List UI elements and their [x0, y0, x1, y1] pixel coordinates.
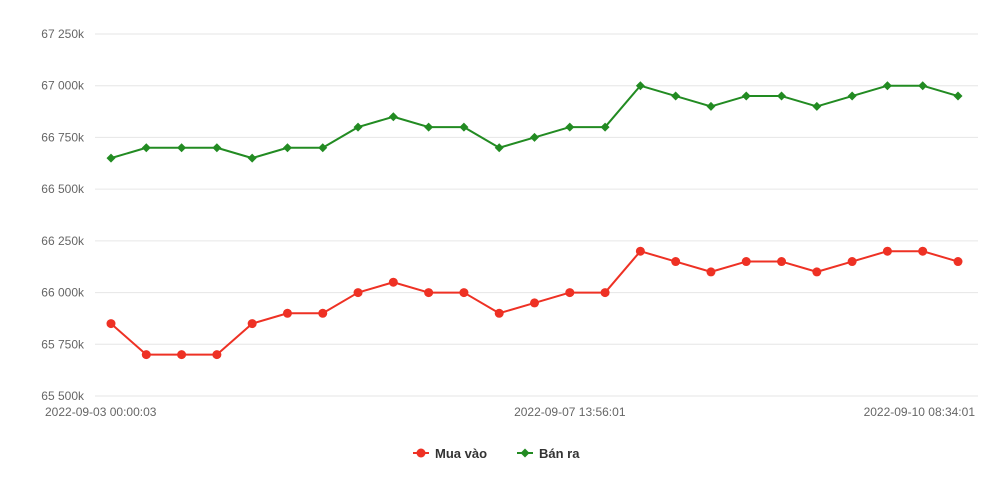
x-tick-label: 2022-09-07 13:56:01 — [514, 405, 626, 419]
data-point[interactable] — [459, 122, 469, 132]
grid-lines — [95, 33, 978, 397]
data-point[interactable] — [741, 91, 751, 101]
data-point[interactable] — [212, 143, 222, 153]
legend-label: Mua vào — [435, 446, 487, 461]
y-tick-label: 66 000k — [41, 286, 85, 300]
data-point[interactable] — [282, 308, 292, 318]
x-axis-labels: 2022-09-03 00:00:03 2022-09-07 13:56:01 20… — [45, 405, 975, 419]
data-point[interactable] — [812, 267, 822, 277]
data-point[interactable] — [353, 122, 363, 132]
data-point[interactable] — [671, 91, 681, 101]
legend-item-mua-vao[interactable]: Mua vào — [413, 446, 487, 461]
data-point[interactable] — [635, 81, 645, 91]
data-point[interactable] — [741, 257, 751, 267]
data-point[interactable] — [600, 288, 610, 298]
series-layer — [106, 81, 963, 360]
data-point[interactable] — [494, 308, 504, 318]
data-point[interactable] — [777, 91, 787, 101]
data-point[interactable] — [812, 101, 822, 111]
series-line — [110, 84, 959, 160]
data-point[interactable] — [424, 122, 434, 132]
data-point[interactable] — [918, 246, 928, 256]
y-tick-label: 67 000k — [41, 79, 85, 93]
data-point[interactable] — [671, 257, 681, 267]
x-tick-label: 2022-09-03 00:00:03 — [45, 405, 157, 419]
data-point[interactable] — [106, 153, 116, 163]
y-tick-label: 66 750k — [41, 130, 85, 144]
data-point[interactable] — [318, 308, 328, 318]
data-point[interactable] — [212, 350, 222, 360]
data-point[interactable] — [424, 288, 434, 298]
data-point[interactable] — [353, 288, 363, 298]
data-point[interactable] — [247, 153, 257, 163]
data-point[interactable] — [459, 288, 469, 298]
data-point[interactable] — [777, 257, 787, 267]
data-point[interactable] — [918, 81, 928, 91]
data-point[interactable] — [177, 143, 187, 153]
data-point[interactable] — [388, 277, 398, 287]
series-mua-vao — [106, 246, 963, 360]
y-tick-label: 65 500k — [41, 389, 85, 403]
data-point[interactable] — [635, 246, 645, 256]
data-point[interactable] — [882, 81, 892, 91]
data-point[interactable] — [565, 122, 575, 132]
data-point[interactable] — [177, 350, 187, 360]
data-point[interactable] — [318, 143, 328, 153]
x-tick-label: 2022-09-10 08:34:01 — [864, 405, 976, 419]
data-point[interactable] — [388, 112, 398, 122]
data-point[interactable] — [706, 101, 716, 111]
data-point[interactable] — [247, 319, 257, 329]
data-point[interactable] — [847, 257, 857, 267]
legend-marker — [520, 448, 530, 458]
y-axis-labels: 65 500k 65 750k 66 000k 66 250k 66 500k 66 75… — [41, 27, 85, 403]
data-point[interactable] — [847, 91, 857, 101]
y-tick-label: 66 500k — [41, 182, 85, 196]
data-point[interactable] — [106, 319, 116, 329]
y-tick-label: 65 750k — [41, 337, 85, 351]
data-point[interactable] — [706, 267, 716, 277]
data-point[interactable] — [141, 143, 151, 153]
data-point[interactable] — [530, 298, 539, 308]
data-point[interactable] — [953, 91, 963, 101]
y-tick-label: 67 250k — [41, 27, 85, 41]
data-point[interactable] — [882, 246, 892, 256]
data-point[interactable] — [953, 257, 963, 267]
legend-marker — [416, 448, 426, 458]
data-point[interactable] — [530, 132, 539, 142]
data-point[interactable] — [141, 350, 151, 360]
data-point[interactable] — [565, 288, 575, 298]
data-point[interactable] — [494, 143, 504, 153]
data-point[interactable] — [282, 143, 292, 153]
legend: Mua vào Bán ra — [413, 446, 580, 461]
series-ban-ra — [106, 81, 963, 163]
legend-item-ban-ra[interactable]: Bán ra — [517, 446, 580, 461]
y-tick-label: 66 250k — [41, 234, 85, 248]
data-point[interactable] — [600, 122, 610, 132]
legend-label: Bán ra — [539, 446, 580, 461]
